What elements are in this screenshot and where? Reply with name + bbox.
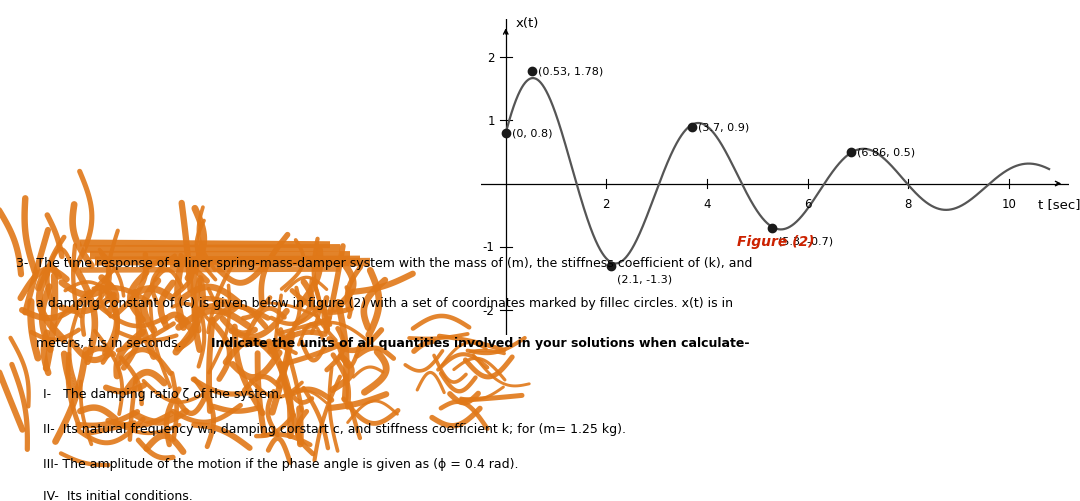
Text: III- The amplitude of the motion if the phase angle is given as (ϕ = 0.4 rad).: III- The amplitude of the motion if the … — [43, 457, 518, 470]
Text: a dampirg constant of (c) is given below in figure (2) with a set of coordinates: a dampirg constant of (c) is given below… — [16, 297, 733, 310]
Text: IV-  Its initial conditions.: IV- Its initial conditions. — [43, 489, 193, 501]
Text: 6: 6 — [804, 198, 811, 211]
Text: 1: 1 — [487, 115, 495, 128]
Text: 10: 10 — [1001, 198, 1016, 211]
Text: 2: 2 — [603, 198, 610, 211]
Text: Figure (2): Figure (2) — [737, 234, 814, 248]
Text: -2: -2 — [483, 304, 495, 317]
Text: (0.53, 1.78): (0.53, 1.78) — [539, 67, 604, 77]
Text: 2: 2 — [487, 52, 495, 65]
Text: t [sec]: t [sec] — [1038, 198, 1080, 211]
Text: 4: 4 — [703, 198, 711, 211]
Text: II-  Its natural frequency wₙ, damping corstart c, and stiffness coefficient k; : II- Its natural frequency wₙ, damping co… — [43, 422, 626, 435]
Text: 3-  The time response of a liner spring-mass-damper system with the mass of (m),: 3- The time response of a liner spring-m… — [16, 257, 753, 270]
Text: 8: 8 — [905, 198, 912, 211]
Text: (6.86, 0.5): (6.86, 0.5) — [856, 148, 915, 158]
Text: I-   The damping ratio ζ of the system.: I- The damping ratio ζ of the system. — [43, 387, 283, 400]
Text: Indicate the units of all quantities involved in your solutions when calculate-: Indicate the units of all quantities inv… — [211, 337, 750, 350]
Text: (5.3, -0.7): (5.3, -0.7) — [779, 236, 834, 246]
Text: (2.1, -1.3): (2.1, -1.3) — [618, 274, 673, 284]
Text: meters, t is in seconds.: meters, t is in seconds. — [16, 337, 186, 350]
Text: -1: -1 — [483, 241, 495, 254]
Text: x(t): x(t) — [516, 17, 539, 30]
Text: (3.7, 0.9): (3.7, 0.9) — [698, 122, 750, 132]
Text: (0, 0.8): (0, 0.8) — [512, 129, 552, 139]
